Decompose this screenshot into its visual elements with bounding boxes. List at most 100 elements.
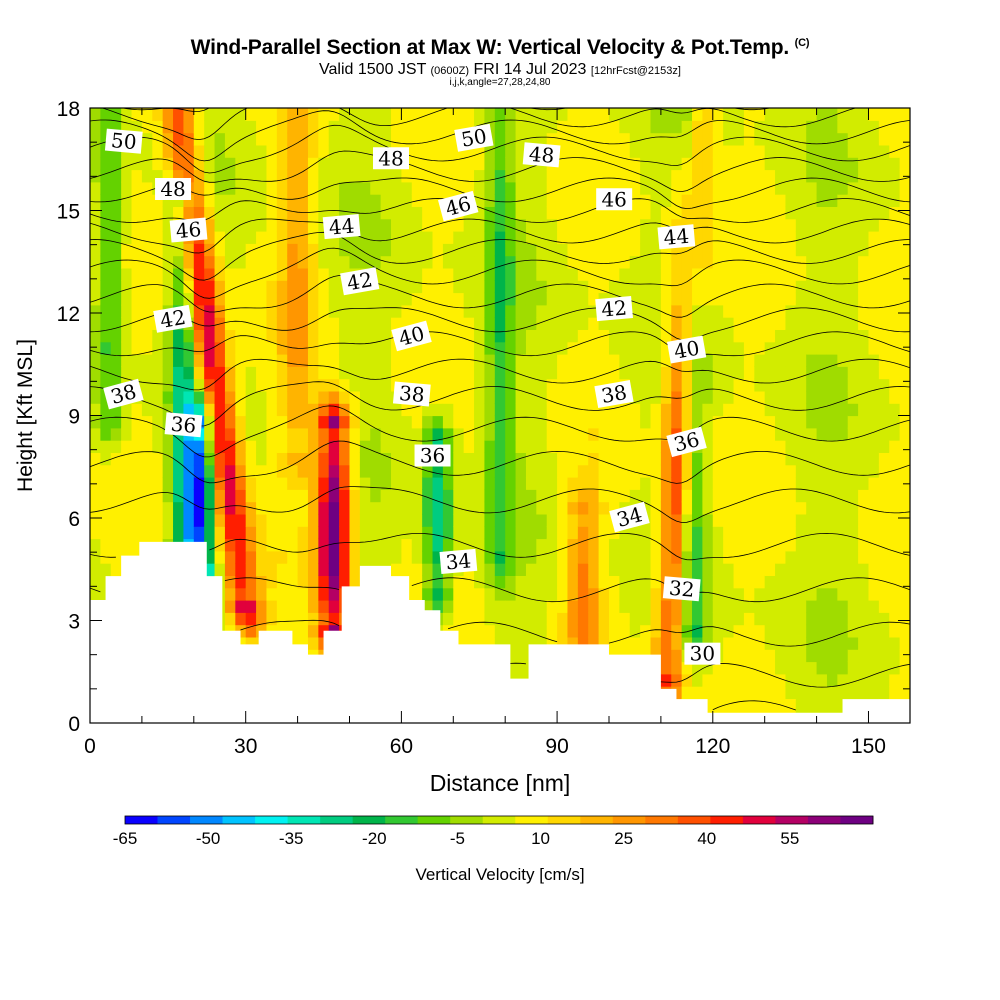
field-cell — [411, 169, 423, 183]
field-cell — [608, 563, 620, 576]
field-cell — [214, 157, 226, 171]
field-cell — [785, 181, 797, 195]
field-cell — [245, 292, 257, 306]
field-cell — [183, 440, 195, 453]
field-cell — [349, 415, 361, 429]
field-cell — [152, 341, 164, 355]
field-cell — [743, 415, 755, 429]
field-cell — [702, 390, 714, 404]
field-cell — [536, 452, 548, 466]
field-cell — [90, 144, 101, 158]
field-cell — [826, 181, 838, 195]
field-cell — [525, 538, 537, 552]
field-cell — [754, 378, 766, 392]
field-cell — [598, 120, 610, 134]
field-cell — [100, 169, 112, 183]
field-cell — [868, 600, 880, 613]
field-cell — [629, 169, 641, 183]
field-cell — [224, 427, 236, 441]
field-cell — [131, 194, 143, 207]
field-cell — [795, 218, 807, 232]
field-cell — [307, 157, 319, 171]
field-cell — [484, 267, 496, 281]
field-cell — [723, 108, 735, 109]
field-cell — [307, 378, 319, 392]
field-cell — [505, 280, 517, 294]
field-cell — [411, 108, 423, 121]
field-cell — [90, 341, 101, 355]
field-cell — [660, 636, 672, 650]
field-cell — [474, 477, 486, 490]
field-cell — [868, 243, 880, 257]
field-cell — [671, 550, 683, 564]
colorbar-swatch — [287, 816, 321, 824]
field-cell — [370, 513, 382, 527]
field-cell — [307, 415, 319, 429]
field-cell — [307, 292, 319, 306]
field-cell — [494, 329, 506, 343]
field-cell — [775, 415, 787, 429]
field-cell — [588, 181, 600, 195]
field-cell — [629, 477, 641, 490]
field-cell — [557, 341, 569, 355]
field-cell — [640, 378, 652, 392]
field-cell — [411, 108, 423, 109]
field-cell — [380, 194, 392, 207]
field-cell — [588, 218, 600, 232]
field-cell — [795, 600, 807, 613]
field-cell — [577, 366, 589, 380]
field-cell — [484, 169, 496, 183]
field-cell — [806, 600, 818, 613]
field-cell — [826, 169, 838, 183]
field-cell — [100, 415, 112, 429]
field-cell — [525, 575, 537, 589]
field-cell — [733, 526, 745, 540]
field-cell — [484, 108, 496, 109]
valid-date: FRI 14 Jul 2023 — [473, 61, 587, 78]
field-cell — [121, 255, 133, 269]
field-cell — [339, 255, 351, 269]
field-cell — [422, 206, 434, 220]
field-cell — [754, 329, 766, 343]
field-cell — [785, 108, 797, 121]
field-cell — [899, 636, 910, 650]
field-cell — [515, 243, 527, 257]
field-cell — [536, 513, 548, 527]
field-cell — [567, 354, 579, 367]
field-cell — [608, 415, 620, 429]
field-cell — [878, 218, 890, 232]
field-cell — [795, 206, 807, 220]
field-cell — [702, 661, 714, 675]
field-cell — [110, 513, 122, 527]
field-cell — [307, 329, 319, 343]
field-cell — [702, 243, 714, 257]
field-cell — [733, 169, 745, 183]
field-cell — [432, 132, 444, 146]
field-cell — [660, 108, 672, 109]
field-cell — [629, 206, 641, 220]
contour-label-bg — [657, 224, 696, 250]
contour-label-text: 48 — [160, 177, 185, 201]
field-cell — [328, 157, 340, 171]
field-cell — [245, 354, 257, 367]
field-cell — [567, 501, 579, 515]
field-cell — [494, 144, 506, 158]
field-cell — [764, 157, 776, 171]
field-cell — [775, 144, 787, 158]
field-cell — [224, 108, 236, 109]
contour-label-bg — [104, 128, 143, 154]
field-cell — [505, 661, 517, 675]
field-cell — [193, 181, 205, 195]
field-cell — [671, 673, 683, 687]
field-cell — [100, 440, 112, 453]
field-cell — [141, 452, 153, 466]
field-cell — [816, 612, 828, 626]
field-cell — [733, 243, 745, 257]
field-cell — [474, 354, 486, 367]
field-cell — [494, 440, 506, 453]
field-cell — [899, 329, 910, 343]
field-cell — [494, 120, 506, 134]
field-cell — [121, 501, 133, 515]
field-cell — [546, 292, 558, 306]
field-cell — [764, 341, 776, 355]
